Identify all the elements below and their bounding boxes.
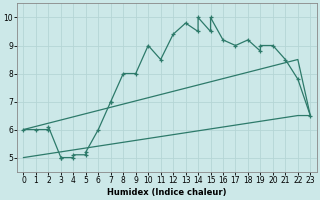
- X-axis label: Humidex (Indice chaleur): Humidex (Indice chaleur): [107, 188, 227, 197]
